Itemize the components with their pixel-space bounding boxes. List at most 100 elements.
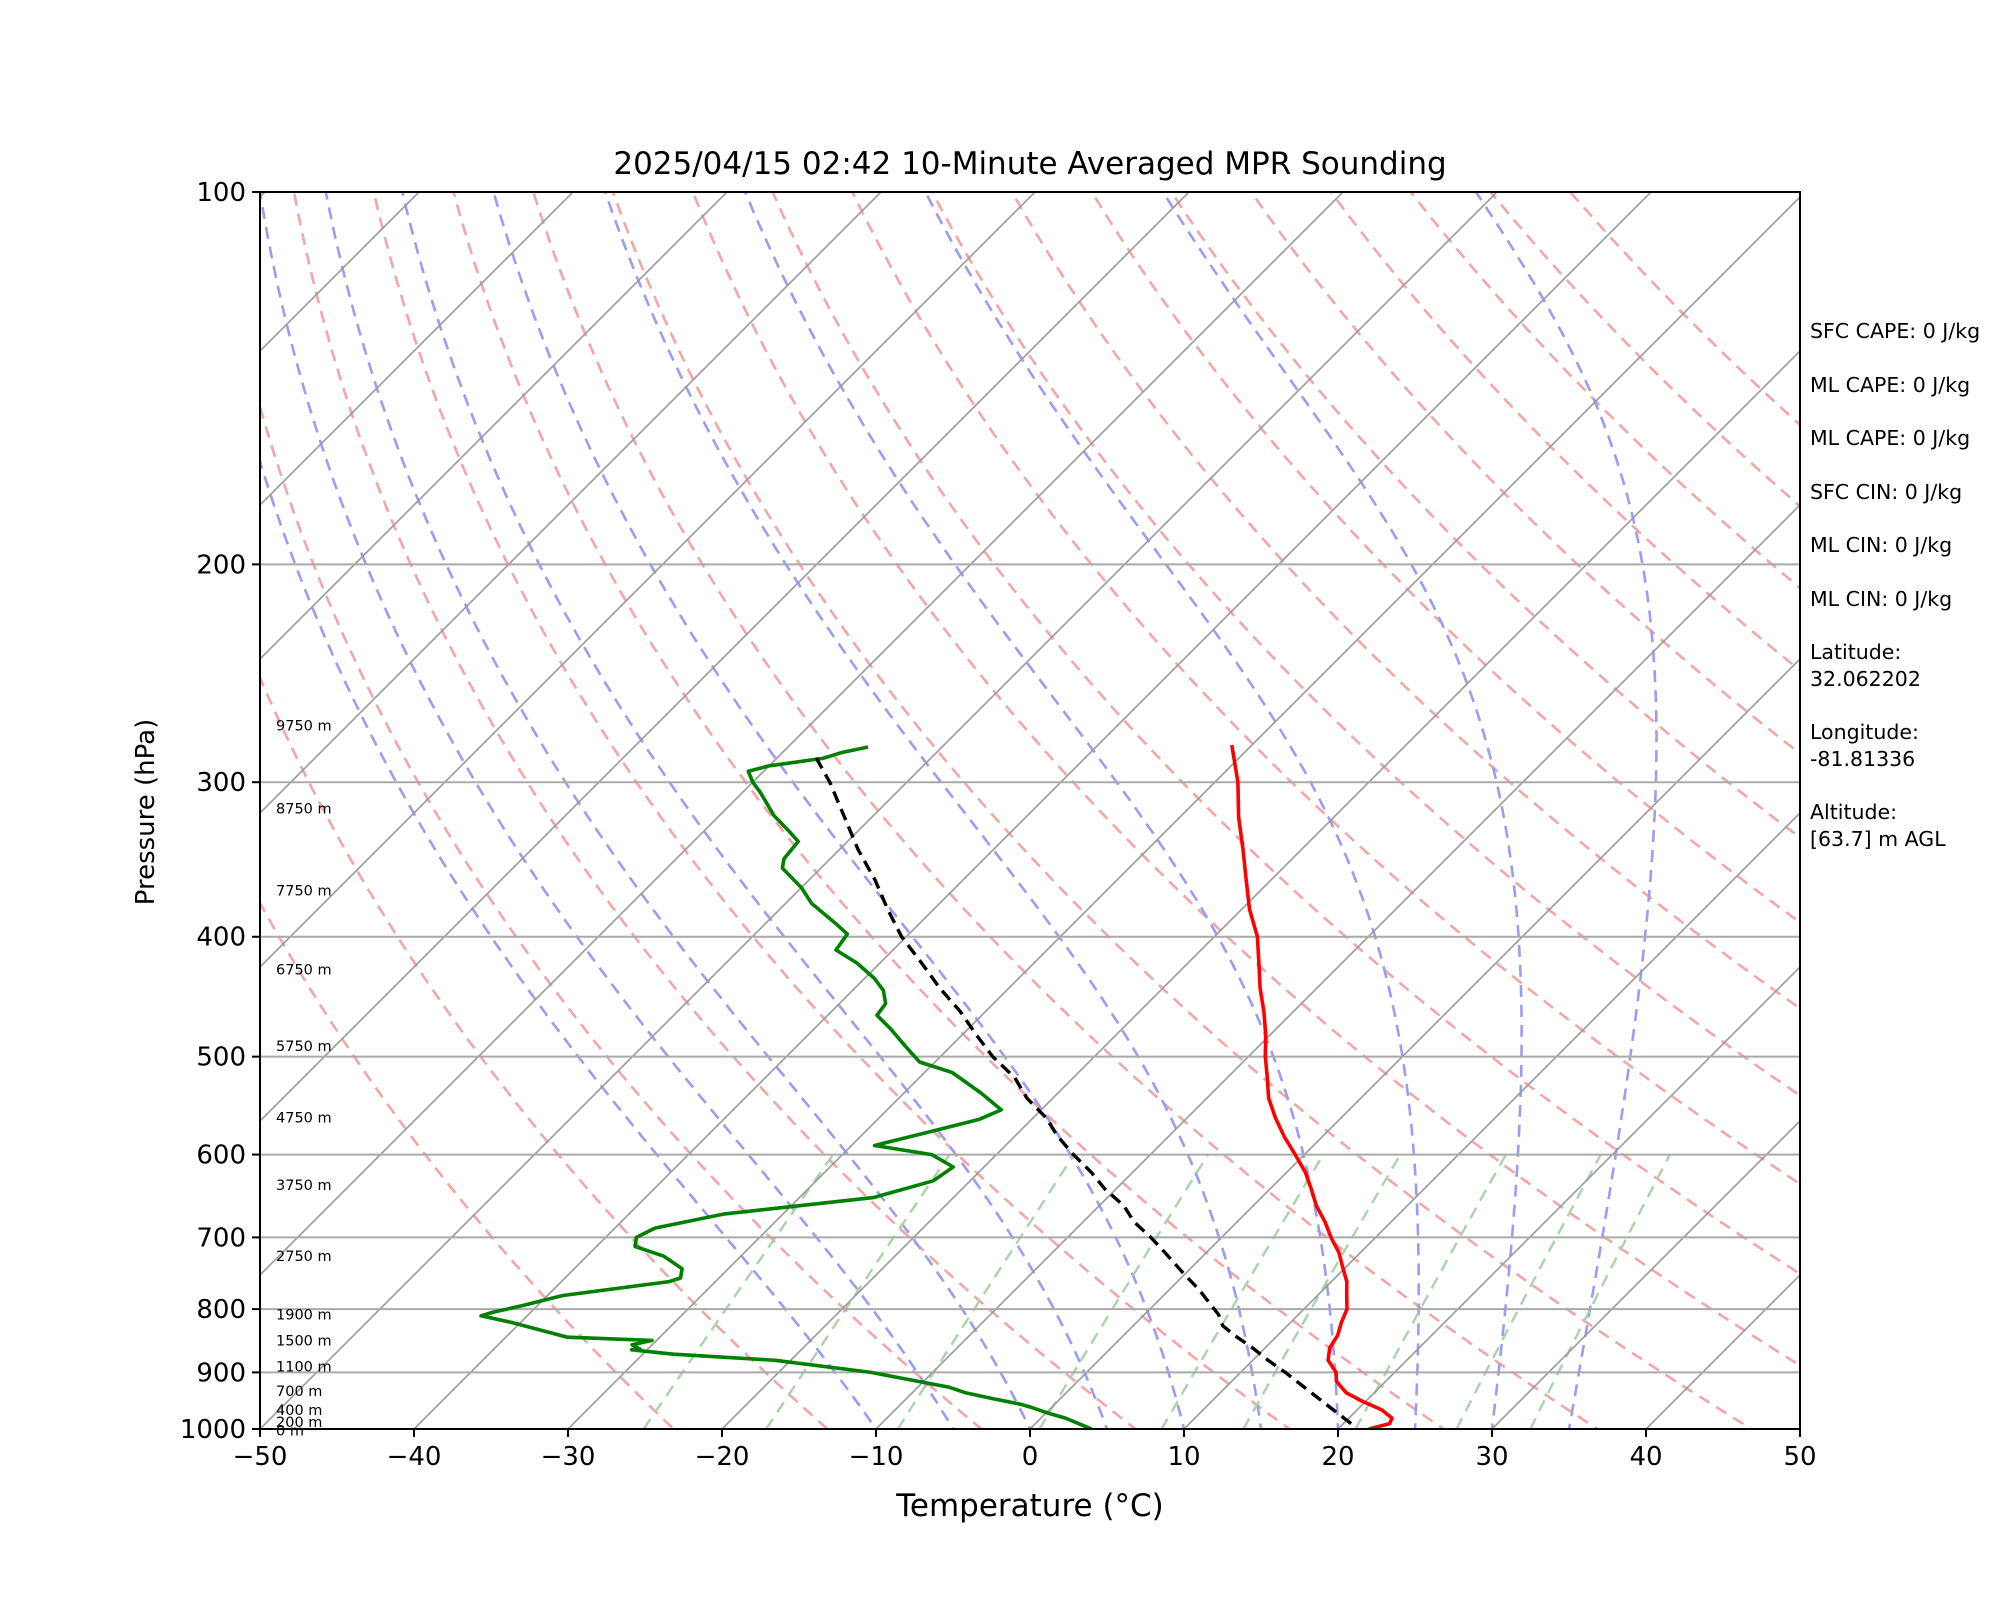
dry-adiabat-line <box>850 192 1800 1186</box>
moist-adiabat-line <box>324 192 1032 1429</box>
longitude-value: -81.81336 <box>1810 747 1916 771</box>
dry-adiabat-line <box>260 401 984 1429</box>
x-axis-ticks: −50 −40 −30 −20 −10 0 10 20 30 40 50 <box>233 1429 1817 1472</box>
mixing-ratio-line <box>1529 1154 1671 1429</box>
height-label: 1100 m <box>276 1359 332 1375</box>
altitude-value: [63.7] m AGL <box>1810 827 1946 851</box>
height-label: 1900 m <box>276 1307 332 1323</box>
height-labels: 9750 m 8750 m 7750 m 6750 m 5750 m 4750 m 3750… <box>276 719 332 1440</box>
isotherm-line <box>1182 811 1800 1429</box>
isotherm-line <box>874 503 1800 1429</box>
dry-adiabat-line <box>691 192 1800 1367</box>
x-tick-label: −20 <box>695 1442 750 1472</box>
dry-adiabat-line <box>292 192 1138 1429</box>
isotherm-line <box>260 192 421 353</box>
y-tick-label: 800 <box>196 1295 246 1325</box>
sounding-stats-panel: SFC CAPE: 0 J/kg ML CAPE: 0 J/kg ML CAPE… <box>1810 318 2000 879</box>
dry-adiabat-line <box>452 192 1446 1429</box>
height-label: 0 m <box>276 1424 304 1440</box>
background-lines <box>260 192 1800 1429</box>
x-tick-label: −40 <box>387 1442 442 1472</box>
plot-frame <box>259 191 1801 1430</box>
isotherm-line <box>260 192 575 507</box>
mixing-ratio-line <box>1455 1154 1602 1429</box>
altitude-block: Altitude: [63.7] m AGL <box>1810 799 2000 879</box>
x-tick-label: 10 <box>1167 1442 1200 1472</box>
pressure-gridlines <box>260 563 1800 1374</box>
isotherm-line <box>260 192 729 661</box>
longitude-block: Longitude: -81.81336 <box>1810 719 2000 799</box>
temperature-profile-line <box>1230 744 1394 1429</box>
mixing-ratio-line <box>642 1153 835 1429</box>
longitude-label: Longitude: <box>1810 720 1919 744</box>
height-label: 1500 m <box>276 1333 332 1349</box>
parcel-profile-line <box>813 755 1353 1425</box>
x-axis-label: Temperature (°C) <box>895 1488 1164 1524</box>
y-tick-label: 300 <box>196 768 246 798</box>
height-label: 5750 m <box>276 1039 332 1055</box>
mixing-ratio-line <box>1242 1153 1402 1429</box>
y-tick-label: 600 <box>196 1141 246 1171</box>
moist-adiabat-line <box>260 456 878 1429</box>
height-label: 7750 m <box>276 883 332 899</box>
height-label: 3750 m <box>276 1178 332 1194</box>
x-tick-label: −10 <box>849 1442 904 1472</box>
isotherm-line <box>260 192 1037 969</box>
height-label: 2750 m <box>276 1249 332 1265</box>
mixing-ratio-line <box>1160 1153 1325 1429</box>
dry-adiabat-line <box>260 674 830 1429</box>
x-tick-label: −30 <box>541 1442 596 1472</box>
height-label: 4750 m <box>276 1111 332 1127</box>
isotherm-line <box>260 192 883 815</box>
isotherm-line <box>260 192 1191 1123</box>
dewpoint-profile-line <box>479 745 1093 1429</box>
isotherm-line <box>1336 965 1800 1429</box>
x-tick-label: 30 <box>1475 1442 1508 1472</box>
height-label: 9750 m <box>276 719 332 735</box>
height-label: 200 m <box>276 1415 322 1431</box>
moist-adiabat-line <box>1474 192 1658 1429</box>
dry-adiabat-line <box>1249 192 1800 756</box>
y-tick-label: 900 <box>196 1358 246 1388</box>
x-tick-label: 40 <box>1629 1442 1662 1472</box>
height-label: 700 m <box>276 1384 322 1400</box>
x-tick-label: 0 <box>1022 1442 1039 1472</box>
isotherm-line <box>720 349 1800 1429</box>
y-tick-label: 200 <box>196 550 246 580</box>
x-tick-label: 50 <box>1783 1442 1816 1472</box>
ml-cape-stat: ML CAPE: 0 J/kg <box>1810 372 1971 397</box>
y-tick-label: 1000 <box>180 1415 246 1445</box>
moist-adiabat-line <box>924 192 1420 1429</box>
moist-adiabat-line <box>492 192 1186 1429</box>
dry-adiabat-line <box>531 192 1600 1429</box>
isotherm-line <box>260 192 1345 1277</box>
moist-adiabat-line <box>603 192 1263 1429</box>
dry-adiabat-line <box>372 192 1292 1429</box>
y-tick-label: 700 <box>196 1223 246 1253</box>
mixing-ratio-line <box>765 1153 951 1429</box>
ml-cin-stat-2: ML CIN: 0 J/kg <box>1810 586 1953 611</box>
y-tick-label: 400 <box>196 923 246 953</box>
isotherm-line <box>260 192 1499 1429</box>
y-axis-ticks: 100 200 300 400 500 600 700 800 900 1000 <box>180 178 260 1445</box>
ml-cape-stat-2: ML CAPE: 0 J/kg <box>1810 426 1971 450</box>
moist-adiabat-line <box>401 192 1109 1429</box>
altitude-label: Altitude: <box>1810 800 1898 824</box>
profile-series <box>479 744 1394 1429</box>
x-tick-label: −50 <box>233 1442 288 1472</box>
isotherm-line <box>566 195 1800 1429</box>
height-label: 6750 m <box>276 962 332 978</box>
y-axis-label: Pressure (hPa) <box>131 719 161 906</box>
y-tick-label: 500 <box>196 1043 246 1073</box>
moist-adiabat-line <box>744 192 1340 1429</box>
x-tick-label: 20 <box>1321 1442 1354 1472</box>
ml-cin-stat: ML CIN: 0 J/kg <box>1810 533 1953 557</box>
sfc-cin-stat: SFC CIN: 0 J/kg <box>1810 479 1963 504</box>
dry-adiabat-line <box>1169 192 1800 840</box>
isotherm-line <box>1490 1119 1800 1429</box>
moist-adiabat-line <box>260 192 955 1429</box>
latitude-value: 32.062202 <box>1810 667 1921 691</box>
latitude-label: Latitude: <box>1810 640 1902 664</box>
dry-adiabat-line <box>771 192 1800 1276</box>
